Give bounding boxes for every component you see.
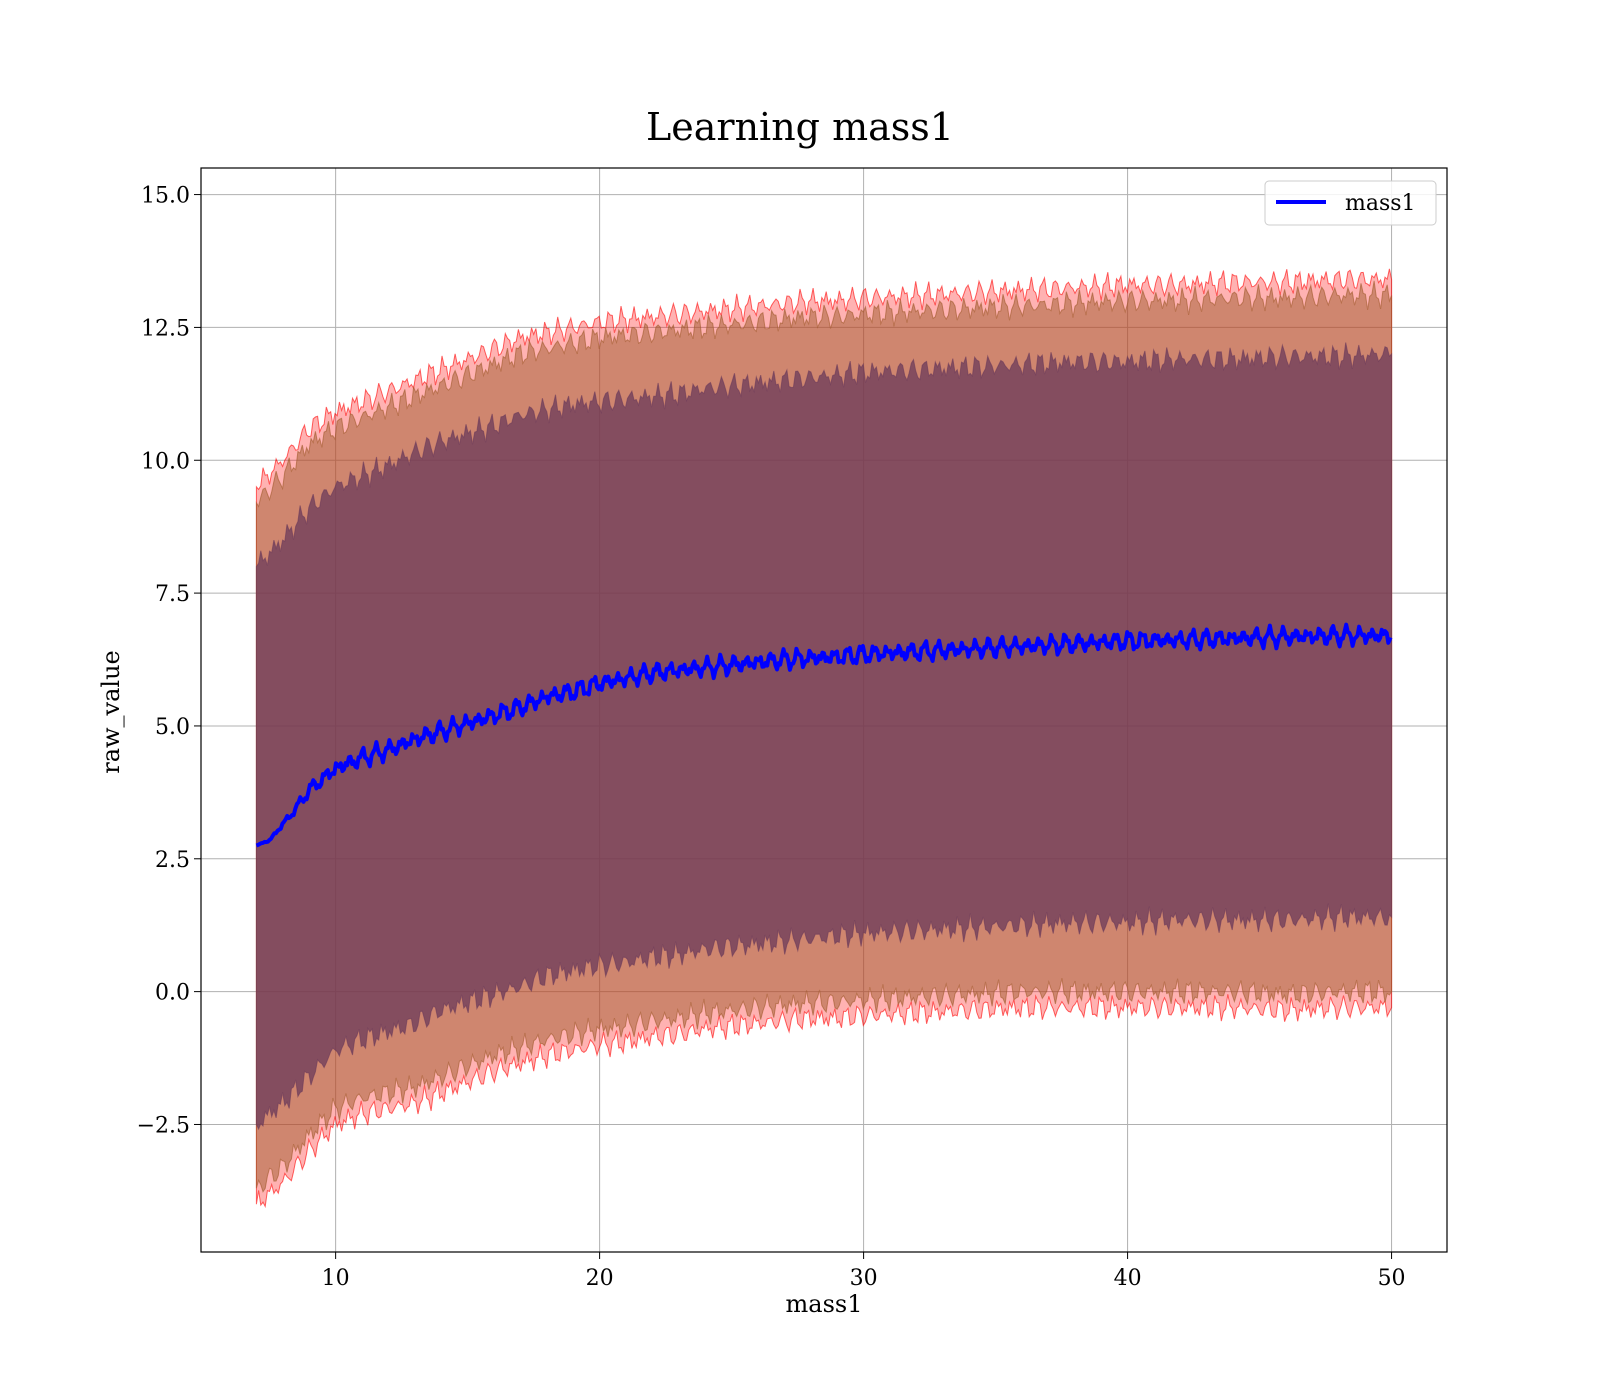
y-axis-label: raw_value	[97, 650, 125, 774]
x-axis-ticks: 10 20 30 40 50	[322, 1252, 1406, 1291]
x-tick-label-2: 30	[850, 1266, 878, 1291]
legend: mass1	[1264, 180, 1437, 226]
legend-box	[1264, 180, 1437, 226]
x-tick-label-3: 40	[1114, 1266, 1142, 1291]
x-tick-label-4: 50	[1378, 1266, 1406, 1291]
y-tick-label-3: 5.0	[155, 715, 190, 740]
y-tick-label-7: 15.0	[141, 184, 190, 209]
y-tick-label-2: 2.5	[155, 848, 190, 873]
y-axis-ticks: −2.5 0.0 2.5 5.0 7.5 10.0 12.5 15.0	[137, 184, 201, 1138]
plot-frame	[200, 167, 1448, 1253]
y-tick-label-1: 0.0	[155, 981, 190, 1006]
y-tick-label-6: 12.5	[141, 316, 190, 341]
series-lines	[255, 622, 1393, 848]
chart-title: Learning mass1	[646, 105, 954, 149]
series-line-0	[255, 622, 1393, 848]
x-tick-label-1: 20	[586, 1266, 614, 1291]
x-axis-label: mass1	[786, 1290, 863, 1318]
y-tick-label-0: −2.5	[137, 1113, 190, 1138]
legend-label-mass1: mass1	[1345, 191, 1416, 216]
y-tick-label-5: 10.0	[141, 449, 190, 474]
y-tick-label-4: 7.5	[155, 582, 190, 607]
x-tick-label-0: 10	[322, 1266, 350, 1291]
confidence-bands	[255, 268, 1393, 1209]
band-2	[255, 342, 1393, 1131]
